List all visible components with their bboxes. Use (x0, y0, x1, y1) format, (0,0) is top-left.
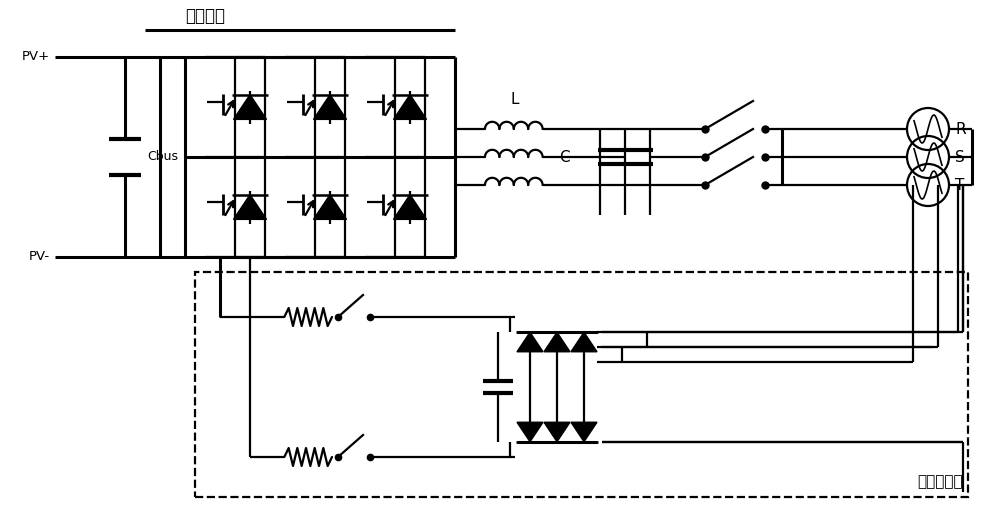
Polygon shape (394, 195, 427, 219)
Polygon shape (394, 95, 427, 119)
Text: 预充电电路: 预充电电路 (917, 474, 963, 489)
Polygon shape (571, 332, 597, 352)
Text: T: T (955, 178, 964, 193)
Text: R: R (955, 121, 966, 137)
Text: PV-: PV- (29, 250, 50, 264)
Polygon shape (234, 195, 267, 219)
Polygon shape (571, 422, 597, 442)
Text: S: S (955, 150, 965, 164)
Polygon shape (517, 422, 543, 442)
Polygon shape (314, 195, 347, 219)
Text: 直流母线: 直流母线 (185, 7, 225, 25)
Text: C: C (559, 150, 570, 164)
Polygon shape (544, 422, 570, 442)
Polygon shape (234, 95, 267, 119)
Polygon shape (544, 332, 570, 352)
Text: PV+: PV+ (22, 51, 50, 63)
Polygon shape (314, 95, 347, 119)
Polygon shape (517, 332, 543, 352)
Text: L: L (511, 92, 519, 107)
Text: Cbus: Cbus (147, 151, 178, 163)
